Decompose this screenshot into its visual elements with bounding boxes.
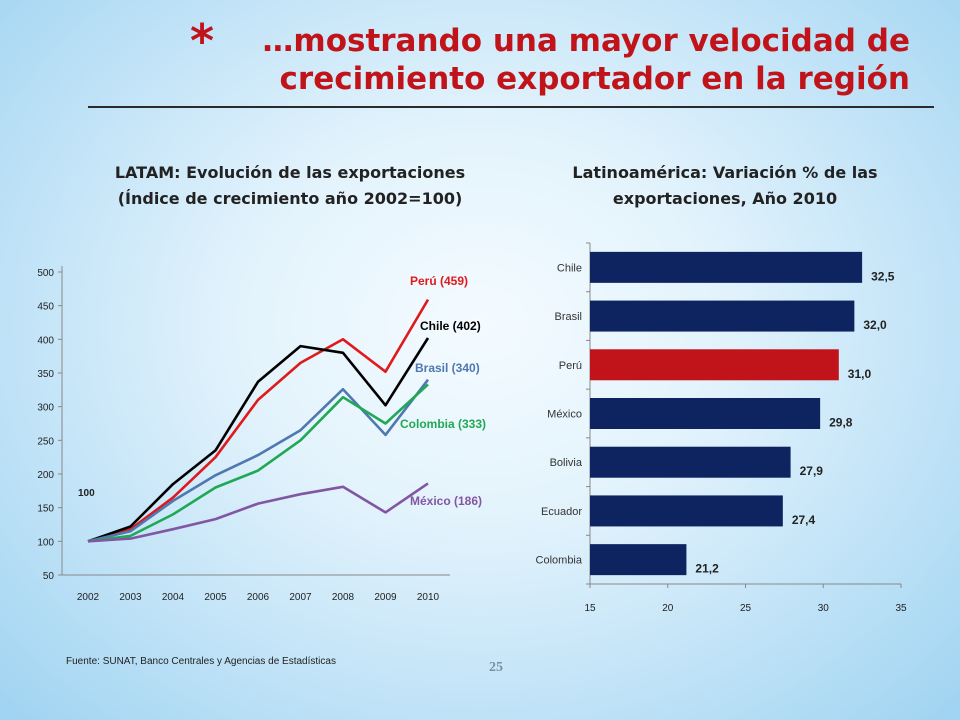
line-x-tick-label: 2004 [162,592,185,603]
bar-colombia [590,544,687,576]
line-x-tick-label: 2007 [289,592,312,603]
line-x-tick-label: 2006 [247,592,270,603]
title-bullet: * [190,14,215,68]
bar-category-label: Perú [559,360,582,372]
line-series-label: Brasil (340) [415,361,480,375]
bar-category-label: Brasil [554,311,582,323]
source-note: Fuente: SUNAT, Banco Centrales y Agencia… [66,656,336,667]
line-series-label: Chile (402) [420,319,481,333]
bar-category-label: México [547,409,582,421]
line-y-tick-label: 200 [37,470,54,481]
line-series-colombia [87,383,429,543]
bar-x-tick-label: 35 [895,603,907,614]
line-series-méxico [87,482,429,543]
bar-value-label: 27,9 [800,464,824,478]
line-y-tick-label: 100 [37,537,54,548]
bar-bolivia [590,446,791,478]
bar-value-label: 21,2 [695,562,719,576]
line-annotation: 100 [78,488,95,499]
line-series-label: Colombia (333) [400,417,486,431]
line-x-tick-label: 2008 [332,592,355,603]
line-y-tick-label: 350 [37,369,54,380]
bar-category-label: Chile [557,262,582,274]
line-x-tick-label: 2003 [119,592,142,603]
page-number: 25 [489,660,503,675]
line-y-tick-label: 50 [43,571,55,582]
bar-value-label: 27,4 [792,513,816,527]
line-x-tick-label: 2002 [77,592,100,603]
bar-méxico [590,398,821,429]
bar-perú [590,349,839,381]
bar-x-tick-label: 15 [584,603,596,614]
bar-category-label: Ecuador [541,506,582,518]
bar-value-label: 29,8 [829,416,853,430]
line-series-label: México (186) [410,494,482,508]
title-divider [88,106,934,108]
bar-value-label: 32,0 [863,318,887,332]
bar-x-tick-label: 30 [818,603,830,614]
bar-x-tick-label: 25 [740,603,752,614]
line-series-brasil [87,378,430,543]
line-series-label: Perú (459) [410,274,468,288]
line-chart-title: LATAM: Evolución de las exportaciones (Í… [114,163,466,208]
line-x-tick-label: 2009 [374,592,397,603]
line-series-perú [87,298,430,543]
bar-chile [590,251,863,283]
line-y-tick-label: 450 [37,302,54,313]
bar-value-label: 32,5 [871,269,895,283]
line-x-tick-label: 2010 [417,592,440,603]
bar-ecuador [590,495,783,527]
line-y-tick-label: 250 [37,436,54,447]
bar-category-label: Colombia [536,555,583,567]
slide-title: …mostrando una mayor velocidad de crecim… [262,23,910,97]
line-y-tick-label: 150 [37,504,54,515]
bar-chart-title: Latinoamérica: Variación % de las export… [572,163,878,208]
line-y-tick-label: 500 [37,268,54,279]
line-y-tick-label: 300 [37,403,54,414]
bar-value-label: 31,0 [848,367,872,381]
bar-category-label: Bolivia [550,457,583,469]
line-x-tick-label: 2005 [204,592,227,603]
line-series-chile [87,337,430,543]
bar-brasil [590,300,855,332]
line-y-tick-label: 400 [37,335,54,346]
bar-x-tick-label: 20 [662,603,674,614]
